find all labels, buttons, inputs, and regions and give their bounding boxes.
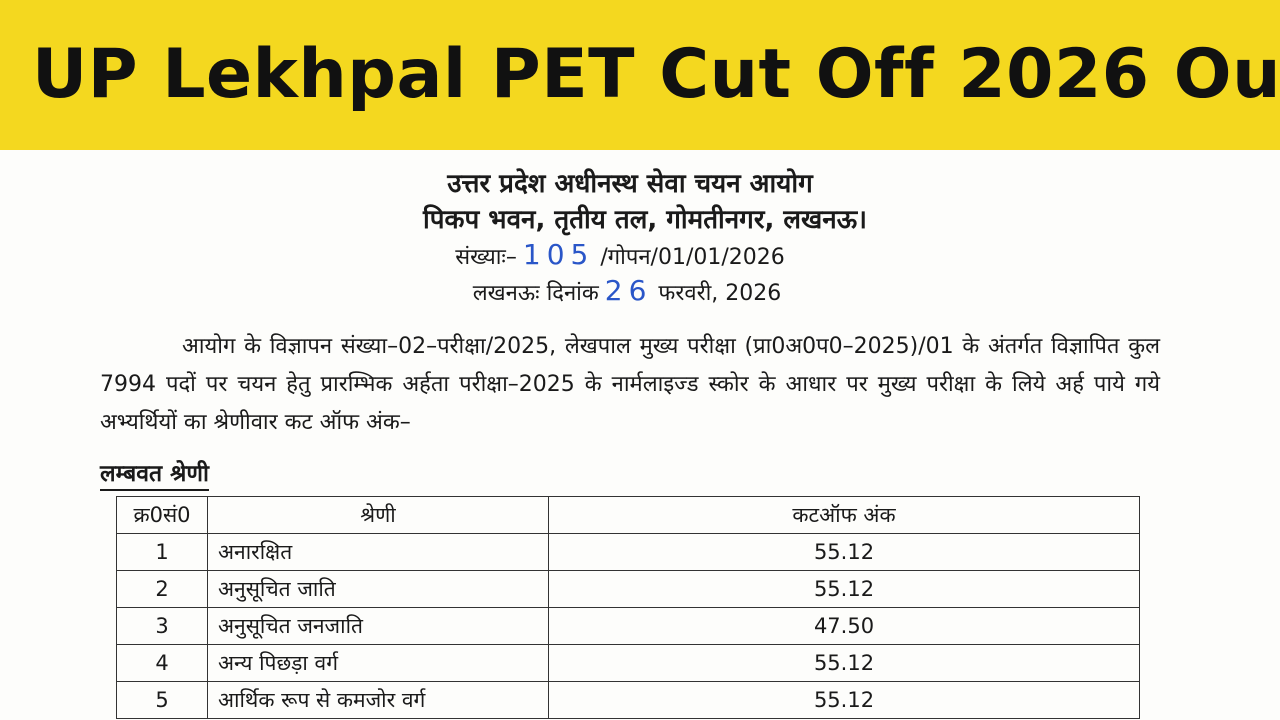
row-cutoff: 55.12 [548,644,1140,682]
table-row: 4 अन्य पिछड़ा वर्ग 55.12 [116,644,1140,682]
section-title: लम्बवत श्रेणी [100,456,209,491]
date-line: लखनऊः दिनांक 26 फरवरी, 2026 [0,274,1267,307]
date-day: 26 [604,274,653,307]
date-prefix: लखनऊः दिनांक [472,281,599,306]
row-serial: 1 [116,533,208,571]
cutoff-table: क्र0सं0 श्रेणी कटऑफ अंक 1 अनारक्षित 55.1… [116,496,1140,719]
row-cutoff: 55.12 [548,570,1140,608]
reference-suffix: /गोपन/01/01/2026 [600,245,785,270]
row-cutoff: 47.50 [548,607,1140,645]
row-cutoff: 55.12 [548,681,1140,719]
table-row: 1 अनारक्षित 55.12 [116,533,1140,571]
reference-number: 105 [522,238,595,271]
reference-line: संख्याः– 105/गोपन/01/01/2026 [0,238,1260,271]
table-row: 5 आर्थिक रूप से कमजोर वर्ग 55.12 [116,681,1140,719]
row-serial: 4 [116,644,208,682]
row-serial: 2 [116,570,208,608]
row-category: अनुसूचित जाति [207,570,549,608]
header-category: श्रेणी [207,496,549,534]
table-row: 3 अनुसूचित जनजाति 47.50 [116,607,1140,645]
reference-prefix: संख्याः– [455,245,517,270]
row-category: अनुसूचित जनजाति [207,607,549,645]
notice-paragraph: आयोग के विज्ञापन संख्या–02–परीक्षा/2025,… [100,334,1161,435]
header-cutoff: कटऑफ अंक [548,496,1140,534]
row-serial: 3 [116,607,208,645]
header-serial: क्र0सं0 [116,496,208,534]
organization-address: पिकप भवन, तृतीय तल, गोमतीनगर, लखनऊ। [423,205,867,235]
organization-name: उत्तर प्रदेश अधीनस्थ सेवा चयन आयोग [447,169,813,199]
table-header-row: क्र0सं0 श्रेणी कटऑफ अंक [116,496,1140,534]
row-category: अन्य पिछड़ा वर्ग [207,644,549,682]
row-serial: 5 [116,681,208,719]
title-banner: UP Lekhpal PET Cut Off 2026 Out [0,0,1280,150]
date-suffix: फरवरी, 2026 [658,281,782,306]
notice-document: उत्तर प्रदेश अधीनस्थ सेवा चयन आयोग पिकप … [0,150,1280,720]
row-category: अनारक्षित [207,533,549,571]
row-cutoff: 55.12 [548,533,1140,571]
banner-title: UP Lekhpal PET Cut Off 2026 Out [32,35,1280,114]
row-category: आर्थिक रूप से कमजोर वर्ग [207,681,549,719]
table-row: 2 अनुसूचित जाति 55.12 [116,570,1140,608]
